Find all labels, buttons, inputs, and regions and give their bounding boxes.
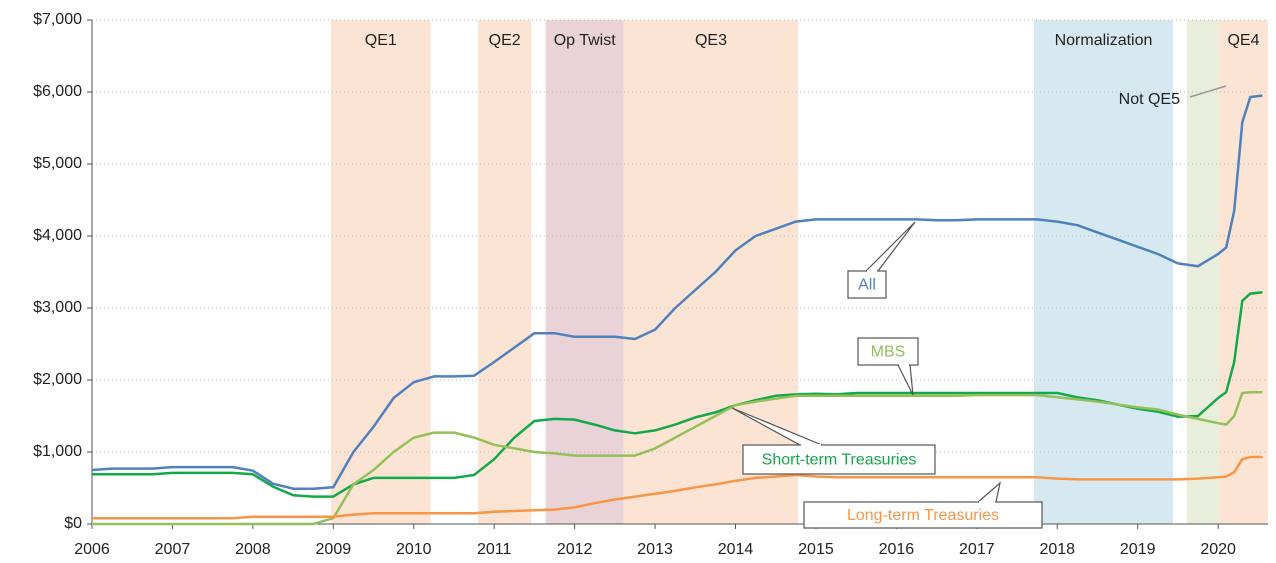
band-label: QE2 (489, 32, 521, 49)
y-tick-label: $5,000 (33, 155, 82, 172)
callout-box (803, 501, 1043, 529)
x-tick-label: 2006 (74, 541, 110, 558)
period-band (1218, 20, 1268, 524)
series-line (92, 455, 1263, 520)
callout-box (742, 444, 936, 475)
x-tick-label: 2011 (477, 541, 512, 558)
x-tick-label: 2013 (637, 541, 673, 558)
callout-pointer (976, 481, 1001, 503)
x-tick-label: 2019 (1120, 541, 1156, 558)
series-label: MBS (871, 344, 906, 361)
callout-box (847, 270, 887, 299)
x-tick-label: 2016 (879, 541, 915, 558)
period-band (1186, 20, 1219, 524)
y-tick-label: $6,000 (33, 83, 82, 100)
period-band (623, 20, 799, 524)
y-tick-label: $3,000 (33, 299, 82, 316)
x-tick-label: 2020 (1200, 541, 1236, 558)
x-tick-label: 2007 (155, 541, 191, 558)
x-tick-label: 2009 (316, 541, 352, 558)
band-label: QE1 (365, 32, 397, 49)
x-tick-label: 2014 (718, 541, 754, 558)
x-tick-label: 2008 (235, 541, 271, 558)
y-tick-label: $4,000 (33, 227, 82, 244)
series-label: Short-term Treasuries (762, 452, 917, 469)
x-tick-label: 2017 (959, 541, 995, 558)
series-label: Long-term Treasuries (847, 507, 999, 524)
y-tick-label: $1,000 (33, 443, 82, 460)
series-line (91, 94, 1263, 490)
period-band (545, 20, 624, 524)
band-label: Normalization (1055, 32, 1153, 49)
band-label: QE4 (1227, 32, 1259, 49)
period-band (1033, 20, 1174, 524)
x-tick-label: 2012 (557, 541, 593, 558)
callout-box (857, 337, 919, 366)
band-label: Not QE5 (1119, 91, 1180, 108)
series-label: All (858, 277, 876, 294)
callout-pointer (864, 221, 916, 272)
x-tick-label: 2018 (1039, 541, 1075, 558)
y-tick-label: $2,000 (33, 371, 82, 388)
y-tick-label: $0 (64, 515, 82, 532)
x-tick-label: 2010 (396, 541, 432, 558)
band-label: QE3 (695, 32, 727, 49)
series-line (92, 390, 1263, 526)
y-tick-label: $7,000 (33, 11, 82, 28)
x-tick-label: 2015 (798, 541, 834, 558)
period-band (330, 20, 431, 524)
band-label: Op Twist (554, 32, 617, 49)
period-band (478, 20, 532, 524)
